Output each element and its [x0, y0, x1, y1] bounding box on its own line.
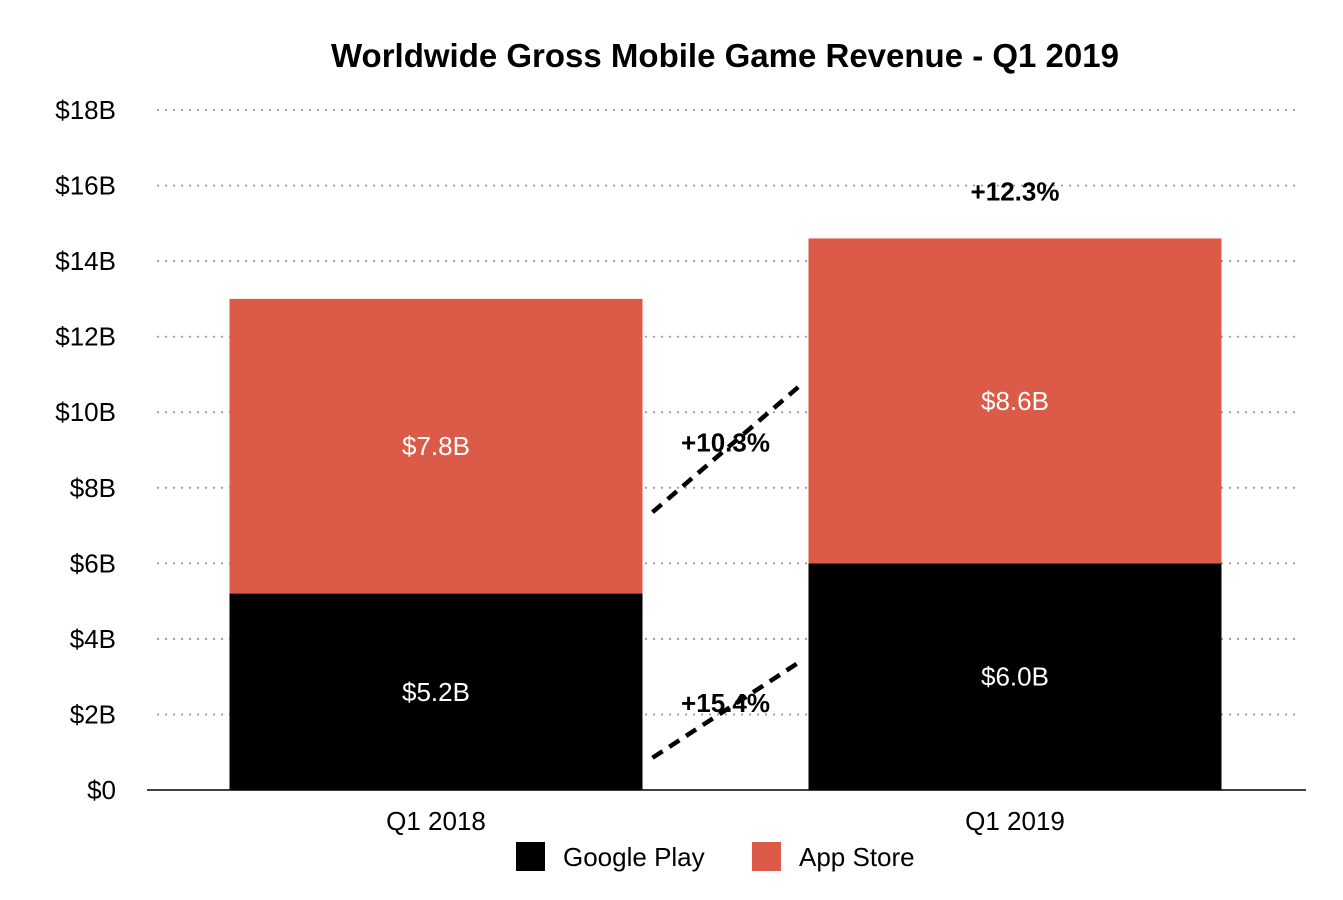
x-category-label: Q1 2019 — [965, 806, 1065, 836]
growth-connectors — [651, 385, 800, 760]
x-category-label: Q1 2018 — [386, 806, 486, 836]
bar-value-label: $5.2B — [402, 677, 470, 707]
bar-app-store-q1-2019 — [808, 238, 1222, 564]
y-tick-label: $0 — [87, 775, 116, 805]
y-tick-label: $10B — [55, 397, 116, 427]
bars — [229, 238, 1222, 790]
y-tick-label: $14B — [55, 246, 116, 276]
y-tick-label: $12B — [55, 322, 116, 352]
legend-label: App Store — [799, 842, 915, 872]
legend-swatch — [516, 842, 545, 871]
y-tick-label: $2B — [70, 699, 116, 729]
y-tick-label: $6B — [70, 548, 116, 578]
series-growth-label: +15.4% — [681, 688, 770, 718]
grid-lines — [156, 108, 1297, 716]
chart-title: Worldwide Gross Mobile Game Revenue - Q1… — [331, 37, 1119, 74]
total-growth-label: +12.3% — [971, 176, 1060, 206]
bar-app-store-q1-2018 — [229, 298, 643, 594]
y-tick-label: $16B — [55, 171, 116, 201]
bar-value-label: $8.6B — [981, 386, 1049, 416]
legend-swatch — [752, 842, 781, 871]
y-tick-label: $8B — [70, 473, 116, 503]
series-growth-label: +10.3% — [681, 428, 770, 458]
bar-google-play-q1-2018 — [229, 593, 643, 790]
x-axis-category-labels: Q1 2018 Q1 2019 — [386, 806, 1065, 836]
y-tick-label: $18B — [55, 95, 116, 125]
growth-connector-line — [651, 660, 800, 760]
bar-value-label: $7.8B — [402, 431, 470, 461]
bar-value-label: $6.0B — [981, 662, 1049, 692]
legend-label: Google Play — [563, 842, 705, 872]
y-tick-label: $4B — [70, 624, 116, 654]
y-axis-tick-labels: $0 $2B $4B $6B $8B $10B $12B $14B $16B $18B — [55, 95, 116, 805]
data-labels: $5.2B $7.8B $6.0B $8.6B +12.3% +10.3% +15.4% — [402, 176, 1059, 718]
legend: Google Play App Store — [516, 842, 915, 872]
bar-google-play-q1-2019 — [808, 563, 1222, 790]
growth-connector-line — [651, 385, 800, 514]
